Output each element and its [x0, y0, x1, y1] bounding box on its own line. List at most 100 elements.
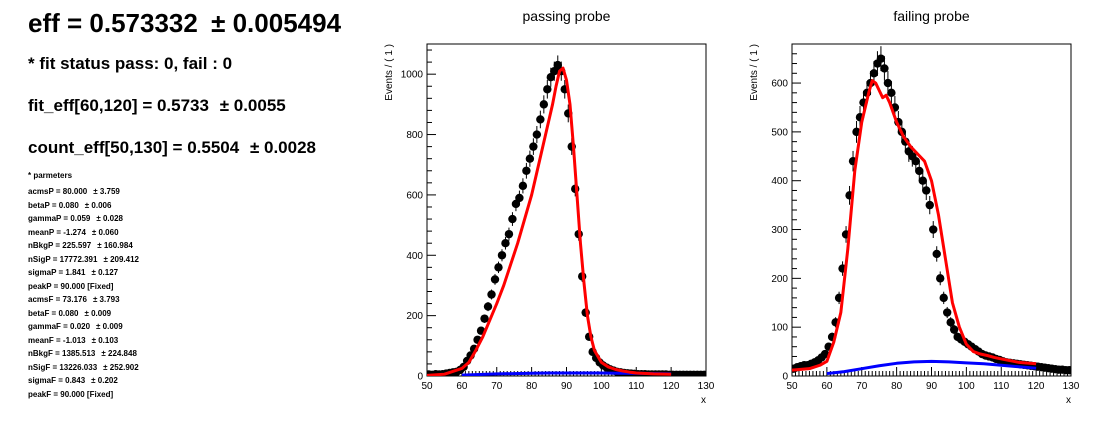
param-value: betaF = 0.080 — [28, 308, 79, 318]
count-efficiency: count_eff[50,130] = 0.5504 ± 0.0028 — [28, 138, 316, 158]
chart-title: failing probe — [893, 8, 969, 24]
param-error: ± 3.793 — [92, 295, 120, 304]
data-point — [700, 370, 706, 376]
x-tick-label: 70 — [856, 381, 868, 392]
data-point — [929, 225, 938, 234]
data-point — [480, 314, 489, 323]
param-error: ± 0.060 — [91, 227, 119, 237]
data-point — [925, 200, 934, 210]
x-tick-label: 110 — [628, 381, 644, 392]
x-tick-label: 100 — [958, 381, 975, 392]
x-tick-label: 90 — [561, 381, 573, 392]
plot-area — [427, 55, 706, 376]
total-fit-curve — [792, 79, 1037, 372]
y-tick-label: 500 — [771, 127, 788, 138]
data-point — [887, 88, 896, 98]
data-point — [1065, 365, 1071, 375]
plot-frame — [426, 43, 707, 377]
total-fit-curve — [427, 66, 672, 376]
param-value: peakF = 90.000 [Fixed] — [28, 389, 114, 399]
x-tick-label: 130 — [1063, 381, 1080, 392]
param-error: ± 0.006 — [84, 200, 112, 210]
y-axis-label: Events / ( 1 ) — [384, 44, 395, 101]
x-tick-label: 60 — [821, 381, 833, 392]
param-row: nBkgP = 225.597 ± 160.984 — [28, 241, 133, 250]
param-value: peakP = 90.000 [Fixed] — [28, 281, 114, 291]
x-tick-label: 80 — [891, 381, 903, 392]
y-tick-label: 0 — [782, 372, 788, 383]
data-point — [883, 78, 893, 88]
param-value: nSigF = 13226.033 — [28, 362, 98, 372]
data-point — [536, 115, 545, 124]
data-point — [942, 308, 952, 317]
y-tick-label: 800 — [406, 130, 423, 141]
x-tick-label: 100 — [593, 381, 610, 392]
data-point — [487, 290, 496, 299]
fit-eff-error: ± 0.0055 — [219, 96, 286, 115]
passing-probe-chart: passing probe 50 60 70 80 90 100 110 120 130 0 200 4… — [384, 8, 715, 406]
x-axis-label: x — [701, 395, 706, 406]
fit-eff-value: fit_eff[60,120] = 0.5733 — [28, 96, 209, 115]
data-point — [508, 214, 517, 224]
y-tick-label: 600 — [771, 79, 788, 90]
param-row: meanP = -1.274 ± 0.060 — [28, 228, 119, 237]
x-tick-label: 110 — [993, 381, 1009, 392]
param-row: gammaF = 0.020 ± 0.009 — [28, 322, 123, 331]
param-row: peakP = 90.000 [Fixed] — [28, 282, 113, 291]
param-error: ± 0.009 — [84, 308, 112, 318]
x-tick-label: 50 — [786, 381, 798, 392]
data-point — [532, 130, 542, 139]
data-point — [932, 249, 941, 259]
data-point — [936, 274, 945, 283]
x-tick-label: 80 — [526, 381, 538, 392]
data-point — [494, 263, 503, 272]
eff-error: ± 0.005494 — [211, 8, 342, 38]
param-value: gammaP = 0.059 — [28, 214, 91, 223]
x-tick-label: 130 — [698, 381, 715, 392]
param-error: ± 252.902 — [103, 362, 139, 372]
background-fit-curve — [826, 359, 1037, 376]
x-tick-label: 50 — [421, 381, 433, 392]
count-eff-error: ± 0.0028 — [249, 138, 316, 157]
y-tick-label: 400 — [406, 251, 423, 262]
param-error: ± 0.202 — [91, 376, 118, 385]
y-tick-label: 0 — [417, 372, 423, 383]
data-point — [529, 142, 538, 151]
plot-frame — [791, 43, 1072, 377]
x-tick-label: 120 — [1028, 381, 1045, 392]
param-value: gammaF = 0.020 — [28, 322, 91, 331]
eff-value: eff = 0.573332 — [28, 8, 198, 38]
param-row: peakF = 90.000 [Fixed] — [28, 390, 113, 399]
data-point — [539, 100, 549, 109]
x-tick-label: 90 — [926, 381, 938, 392]
param-error: ± 0.009 — [96, 322, 123, 331]
param-value: nBkgP = 225.597 — [28, 241, 92, 250]
x-tick-label: 120 — [663, 381, 680, 392]
param-value: acmsP = 80.000 — [28, 187, 88, 196]
param-value: betaP = 0.080 — [28, 200, 79, 210]
data-point — [543, 85, 552, 94]
param-row: nBkgF = 1385.513 ± 224.848 — [28, 349, 137, 358]
data-point — [501, 239, 510, 248]
data-point — [518, 181, 528, 191]
data-point — [880, 64, 889, 73]
param-value: sigmaF = 0.843 — [28, 376, 86, 385]
data-point — [525, 154, 535, 163]
x-axis-label: x — [1066, 395, 1071, 406]
param-value: nSigP = 17772.391 — [28, 254, 98, 264]
param-value: nBkgF = 1385.513 — [28, 349, 96, 358]
count-eff-value: count_eff[50,130] = 0.5504 — [28, 138, 240, 157]
fit-status: * fit status pass: 0, fail : 0 — [28, 54, 233, 73]
data-point — [483, 302, 493, 311]
y-tick-label: 1000 — [401, 70, 424, 81]
param-error: ± 209.412 — [103, 254, 139, 264]
plot-area — [792, 46, 1071, 376]
param-row: gammaP = 0.059 ± 0.028 — [28, 214, 123, 223]
param-row: sigmaF = 0.843 ± 0.202 — [28, 376, 118, 385]
param-value: acmsF = 73.176 — [28, 295, 87, 304]
data-point — [497, 251, 507, 260]
y-tick-label: 600 — [406, 190, 423, 201]
fit-efficiency: fit_eff[60,120] = 0.5733 ± 0.0055 — [28, 96, 286, 116]
data-point — [918, 176, 927, 185]
param-row: acmsP = 80.000 ± 3.759 — [28, 187, 120, 196]
